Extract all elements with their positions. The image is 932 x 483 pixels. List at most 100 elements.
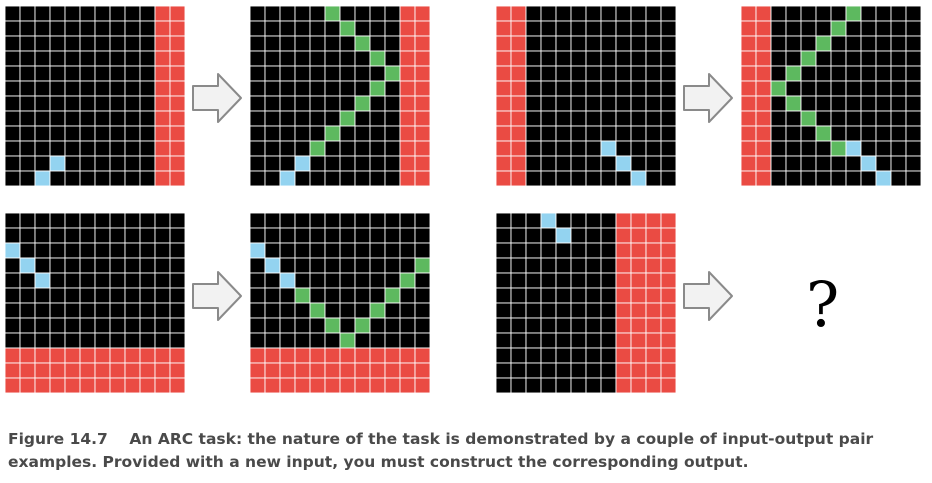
grid-cell — [324, 110, 341, 127]
grid-cell — [294, 302, 311, 319]
grid-cell — [309, 140, 326, 157]
grid-cell — [249, 140, 266, 157]
grid-cell — [384, 110, 401, 127]
grid-cell — [34, 110, 51, 127]
grid-cell — [249, 80, 266, 97]
grid-cell — [510, 140, 527, 157]
grid-cell — [570, 110, 587, 127]
grid-cell — [414, 125, 431, 142]
grid-cell — [79, 287, 96, 304]
grid-cell — [785, 125, 802, 142]
grid-cell — [339, 125, 356, 142]
grid-cell — [124, 347, 141, 364]
grid-cell — [384, 20, 401, 37]
grid-cell — [495, 80, 512, 97]
grid-cell — [495, 170, 512, 187]
grid-cell — [615, 170, 632, 187]
grid-cell — [399, 287, 416, 304]
grid-cell — [79, 140, 96, 157]
grid-cell — [169, 80, 186, 97]
grid-cell — [264, 347, 281, 364]
grid-cell — [294, 242, 311, 259]
grid-cell — [525, 35, 542, 52]
grid-cell — [630, 242, 647, 259]
grid-cell — [600, 257, 617, 274]
grid-cell — [264, 80, 281, 97]
grid-cell — [495, 50, 512, 67]
grid-cell — [585, 272, 602, 289]
grid-cell — [154, 125, 171, 142]
grid-cell — [309, 377, 326, 394]
grid-cell — [109, 5, 126, 22]
grid-cell — [139, 170, 156, 187]
grid-cell — [875, 140, 892, 157]
grid-cell — [79, 125, 96, 142]
grid-cell — [600, 170, 617, 187]
grid-cell — [94, 362, 111, 379]
grid-cell — [510, 242, 527, 259]
grid-cell — [109, 257, 126, 274]
grid-cell — [339, 80, 356, 97]
grid-cell — [755, 170, 772, 187]
grid-cell — [64, 20, 81, 37]
grid-cell — [264, 257, 281, 274]
grid-cell — [399, 227, 416, 244]
grid-cell — [800, 35, 817, 52]
grid-cell — [600, 242, 617, 259]
grid-cell — [770, 50, 787, 67]
grid-cell — [49, 35, 66, 52]
grid-cell — [79, 332, 96, 349]
grid-cell — [510, 65, 527, 82]
grid-cell — [124, 257, 141, 274]
grid-cell — [109, 287, 126, 304]
grid-cell — [264, 377, 281, 394]
grid-cell — [49, 20, 66, 37]
grid-cell — [740, 140, 757, 157]
grid-cell — [154, 317, 171, 334]
grid-cell — [249, 125, 266, 142]
grid-cell — [414, 227, 431, 244]
grid-cell — [755, 5, 772, 22]
grid-cell — [630, 35, 647, 52]
grid-cell — [354, 20, 371, 37]
grid-cell — [309, 65, 326, 82]
grid-cell — [540, 242, 557, 259]
grid-cell — [770, 80, 787, 97]
grid-cell — [585, 170, 602, 187]
grid-cell — [800, 5, 817, 22]
figure-label: Figure 14.7 — [8, 430, 108, 448]
grid-cell — [384, 155, 401, 172]
grid-cell — [169, 347, 186, 364]
grid-cell — [324, 347, 341, 364]
grid-cell — [495, 35, 512, 52]
grid-cell — [309, 257, 326, 274]
grid-cell — [249, 170, 266, 187]
grid-cell — [309, 170, 326, 187]
example3-output-grid — [249, 212, 431, 394]
grid-cell — [740, 20, 757, 37]
grid-cell — [585, 287, 602, 304]
grid-cell — [79, 377, 96, 394]
grid-cell — [540, 170, 557, 187]
grid-cell — [630, 110, 647, 127]
grid-cell — [124, 80, 141, 97]
grid-cell — [660, 347, 677, 364]
grid-cell — [49, 242, 66, 259]
grid-cell — [399, 125, 416, 142]
grid-cell — [339, 347, 356, 364]
grid-cell — [34, 302, 51, 319]
grid-cell — [384, 125, 401, 142]
grid-cell — [139, 362, 156, 379]
grid-cell — [815, 80, 832, 97]
grid-cell — [845, 80, 862, 97]
grid-cell — [600, 212, 617, 229]
grid-cell — [600, 287, 617, 304]
grid-cell — [19, 377, 36, 394]
grid-cell — [34, 80, 51, 97]
grid-cell — [154, 227, 171, 244]
grid-cell — [630, 5, 647, 22]
grid-cell — [154, 287, 171, 304]
grid-cell — [845, 50, 862, 67]
grid-cell — [615, 110, 632, 127]
grid-cell — [369, 227, 386, 244]
